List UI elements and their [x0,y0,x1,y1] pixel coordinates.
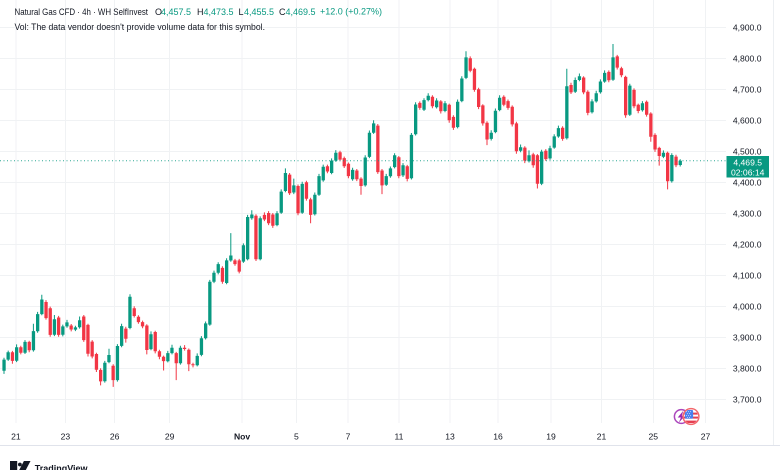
svg-text:TradingView: TradingView [35,464,89,470]
svg-text:3,700.0: 3,700.0 [733,395,762,405]
svg-text:+12.0 (+0.27%): +12.0 (+0.27%) [320,7,382,17]
svg-text:26: 26 [110,431,120,441]
svg-text:4,600.0: 4,600.0 [733,116,762,126]
svg-text:4,455.5: 4,455.5 [244,7,274,17]
svg-text:4,469.5: 4,469.5 [733,157,762,167]
svg-text:7: 7 [346,431,351,441]
svg-text:21: 21 [597,431,607,441]
svg-text:4,800.0: 4,800.0 [733,54,762,64]
svg-text:02:06:14: 02:06:14 [731,167,765,177]
svg-text:5: 5 [294,431,299,441]
svg-text:4,473.5: 4,473.5 [204,7,234,17]
svg-text:4,000.0: 4,000.0 [733,302,762,312]
svg-text:11: 11 [395,431,404,441]
svg-text:O: O [155,7,162,17]
svg-text:21: 21 [11,431,21,441]
svg-text:4,700.0: 4,700.0 [733,85,762,95]
svg-text:4,300.0: 4,300.0 [733,209,762,219]
svg-text:4,469.5: 4,469.5 [286,7,316,17]
svg-text:29: 29 [165,431,175,441]
svg-text:13: 13 [445,431,455,441]
svg-text:Nov: Nov [234,431,250,441]
svg-text:4,900.0: 4,900.0 [733,23,762,33]
svg-text:H: H [197,7,204,17]
svg-text:4,500.0: 4,500.0 [733,147,762,157]
svg-text:16: 16 [493,431,503,441]
svg-text:4,100.0: 4,100.0 [733,271,762,281]
svg-text:23: 23 [61,431,71,441]
svg-text:27: 27 [701,431,711,441]
svg-text:4,400.0: 4,400.0 [733,178,762,188]
svg-text:Natural Gas CFD · 4h · WH Self: Natural Gas CFD · 4h · WH SelfInvest [15,7,149,17]
svg-text:25: 25 [649,431,659,441]
svg-text:L: L [239,7,244,17]
svg-text:4,200.0: 4,200.0 [733,240,762,250]
svg-text:3,900.0: 3,900.0 [733,333,762,343]
svg-text:C: C [279,7,286,17]
svg-text:3,800.0: 3,800.0 [733,364,762,374]
svg-text:Vol: The data vendor doesn't p: Vol: The data vendor doesn't provide vol… [15,22,266,32]
svg-text:19: 19 [546,431,556,441]
svg-text:4,457.5: 4,457.5 [161,7,191,17]
